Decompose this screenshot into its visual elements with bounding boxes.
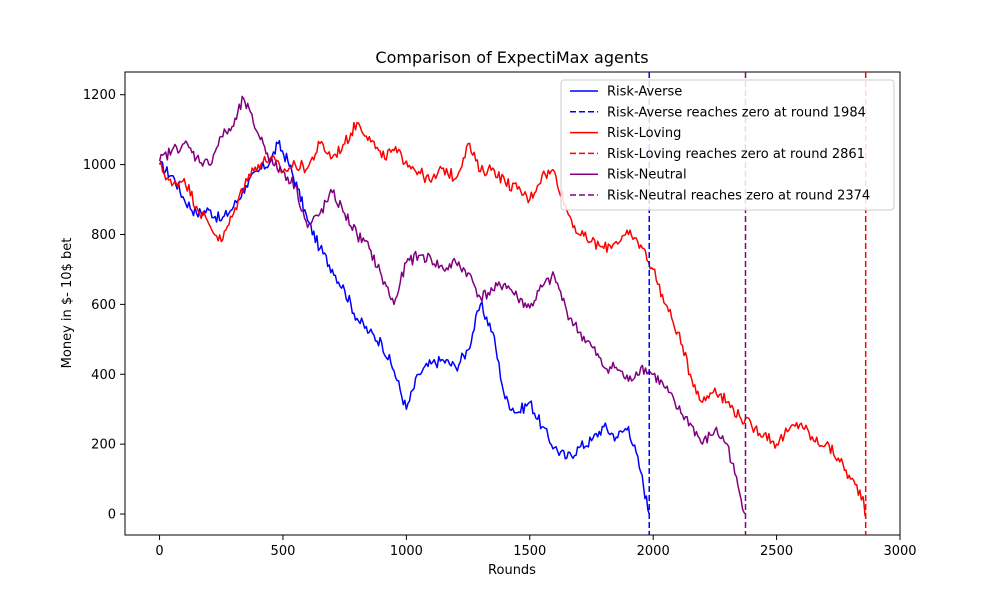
x-axis-label: Rounds <box>488 563 536 578</box>
chart-title: Comparison of ExpectiMax agents <box>375 48 648 67</box>
x-tick-label: 3000 <box>883 544 916 559</box>
y-tick-label: 0 <box>108 508 116 523</box>
legend-entry: Risk-Loving reaches zero at round 2861 <box>607 147 865 162</box>
x-axis-ticks: 0 500 1000 1500 2000 2500 3000 <box>155 535 917 559</box>
legend-items: Risk-Averse Risk-Averse reaches zero at r… <box>570 85 870 204</box>
x-tick-label: 1500 <box>513 544 546 559</box>
series-line-risk-averse <box>158 139 650 515</box>
legend: Risk-Averse Risk-Averse reaches zero at r… <box>560 79 895 211</box>
legend-entry: Risk-Neutral <box>607 168 687 183</box>
series-line-risk-loving <box>158 121 867 517</box>
y-axis-ticks: 0 200 400 600 800 1000 1200 <box>83 88 125 523</box>
x-tick-label: 1000 <box>390 544 423 559</box>
series-line-risk-neutral <box>158 95 747 515</box>
y-tick-label: 1000 <box>83 158 116 173</box>
y-tick-label: 800 <box>91 228 116 243</box>
legend-box <box>560 79 895 211</box>
x-tick-label: 2500 <box>760 544 793 559</box>
legend-entry: Risk-Averse <box>607 85 682 100</box>
x-tick-label: 0 <box>155 544 163 559</box>
y-tick-label: 1200 <box>83 88 116 103</box>
y-axis-label: Money in $- 10$ bet <box>60 238 75 369</box>
y-tick-label: 400 <box>91 368 116 383</box>
x-tick-label: 2000 <box>637 544 670 559</box>
legend-entry: Risk-Neutral reaches zero at round 2374 <box>607 189 870 204</box>
series-layer <box>158 95 867 517</box>
y-tick-label: 200 <box>91 438 116 453</box>
x-tick-label: 500 <box>271 544 296 559</box>
y-tick-label: 600 <box>91 298 116 313</box>
legend-entry: Risk-Averse reaches zero at round 1984 <box>607 105 866 120</box>
axes-frame <box>124 71 901 536</box>
legend-entry: Risk-Loving <box>607 126 681 141</box>
plot-area: 0 500 1000 1500 2000 2500 3000 0 200 400 600 800 10… <box>83 71 917 559</box>
